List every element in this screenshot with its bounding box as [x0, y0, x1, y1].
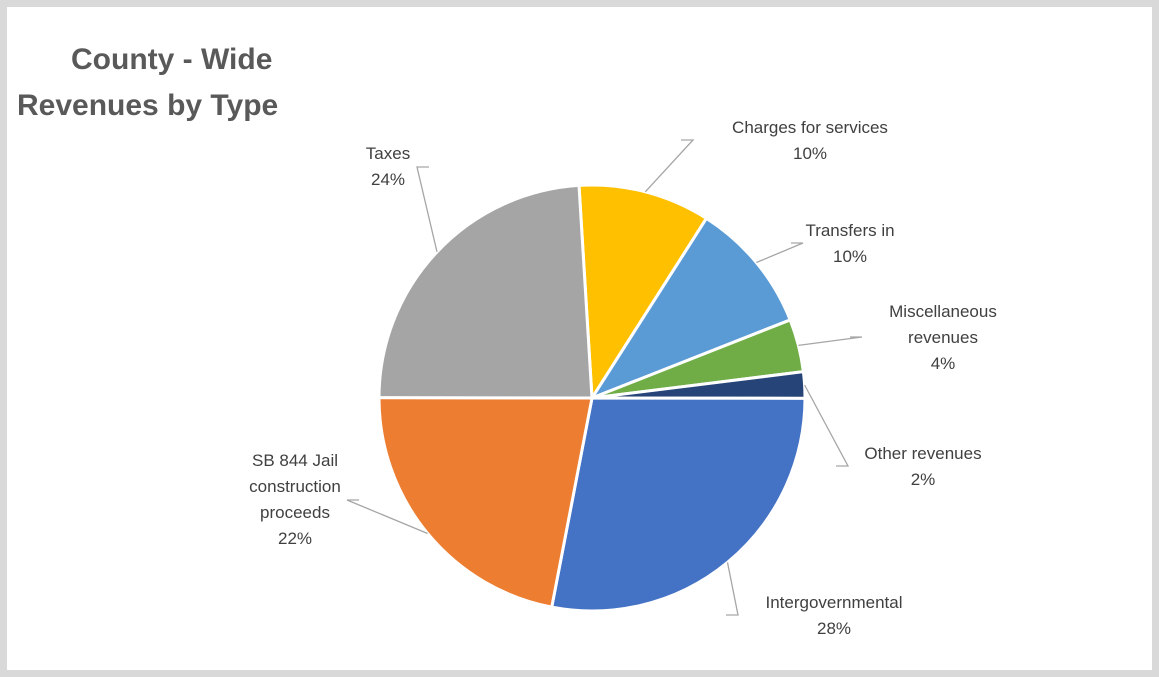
- leader-line: [798, 336, 863, 347]
- data-label: SB 844 Jail construction proceeds 22%: [249, 451, 341, 548]
- data-label-category: Other revenues: [864, 444, 981, 463]
- data-label-percent: 10%: [793, 144, 827, 163]
- data-label-category: Taxes: [366, 144, 410, 163]
- chart-title-line-2: Revenues by Type: [17, 89, 279, 122]
- leader-line: [726, 562, 739, 616]
- data-label: Intergovernmental 28%: [765, 593, 902, 638]
- pie-slice-taxes: [377, 183, 594, 400]
- data-label: Taxes 24%: [366, 144, 410, 189]
- leader-lines: [346, 139, 863, 616]
- data-label: Miscellaneous revenues 4%: [889, 302, 997, 373]
- chart-title: County - Wide Revenues by Type: [17, 37, 327, 129]
- data-label-category: Transfers in: [805, 221, 894, 240]
- leader-line: [416, 166, 438, 253]
- data-label-percent: 10%: [833, 247, 867, 266]
- data-label-category: Intergovernmental: [765, 593, 902, 612]
- data-label-category: SB 844 Jail: [252, 451, 338, 470]
- data-label-category: proceeds: [260, 503, 330, 522]
- data-label-category: Miscellaneous: [889, 302, 997, 321]
- data-label: Other revenues 2%: [864, 444, 981, 489]
- data-label-percent: 28%: [817, 619, 851, 638]
- data-label-percent: 2%: [911, 470, 936, 489]
- data-label-category: revenues: [908, 328, 978, 347]
- leader-line: [804, 384, 850, 467]
- leader-line: [644, 139, 695, 193]
- data-label-percent: 24%: [371, 170, 405, 189]
- data-label: Charges for services 10%: [732, 118, 888, 163]
- pie-slice-intergovernmental: [549, 396, 807, 613]
- pie-slice-sb-844-jail-construction-proceeds: [377, 396, 594, 609]
- leader-line: [756, 242, 804, 264]
- data-label-category: construction: [249, 477, 341, 496]
- data-label: Transfers in 10%: [805, 221, 894, 266]
- data-label-percent: 22%: [278, 529, 312, 548]
- chart-title-line-1: County - Wide: [71, 43, 273, 76]
- data-label-percent: 4%: [931, 354, 956, 373]
- pie-slice-transfers-in: [588, 216, 793, 402]
- leader-line: [346, 499, 428, 535]
- pie-slices: [377, 183, 807, 613]
- data-labels: Charges for services 10% Transfers in 10% Mi…: [249, 118, 997, 638]
- data-label-category: Charges for services: [732, 118, 888, 137]
